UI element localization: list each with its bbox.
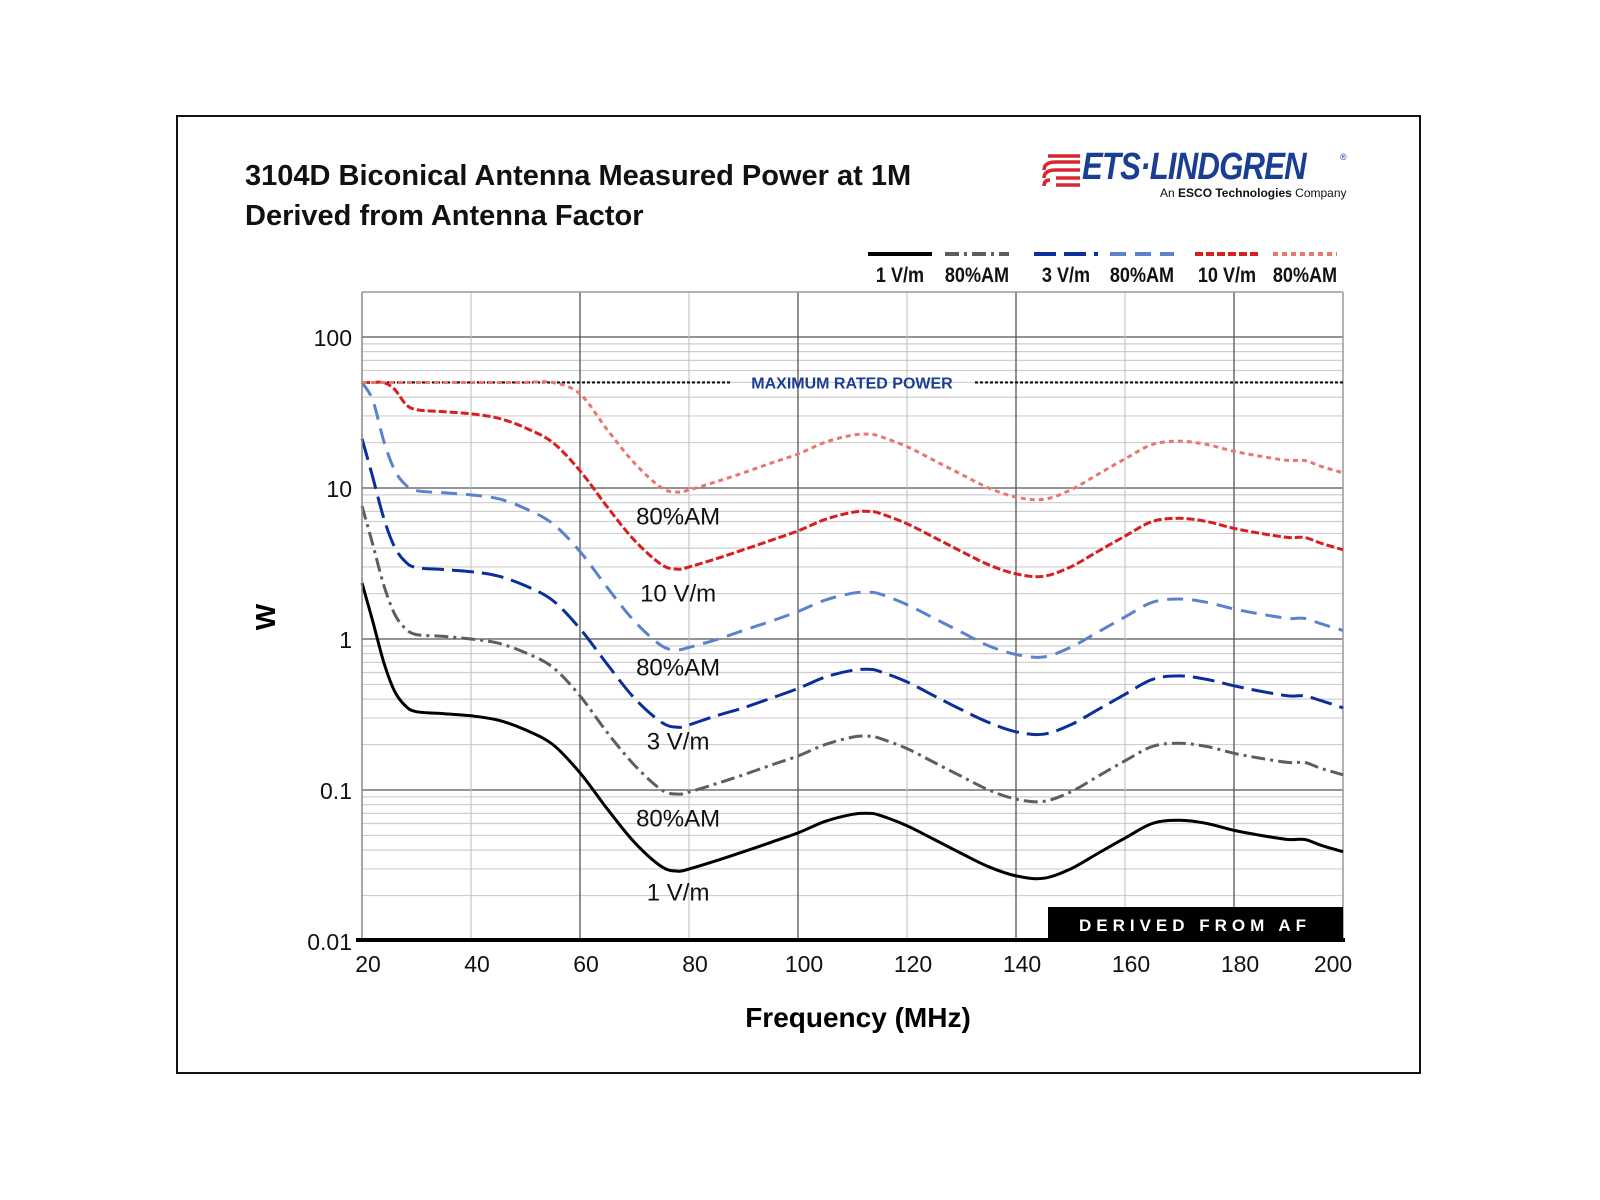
x-axis-label: Frequency (MHz)	[745, 1002, 971, 1033]
legend-label: 80%AM	[1273, 264, 1337, 288]
registered-mark: ®	[1340, 152, 1347, 162]
chart-subtitle: Derived from Antenna Factor	[245, 200, 644, 232]
curve-label: 80%AM	[636, 805, 720, 832]
x-tick-label: 100	[785, 951, 823, 977]
legend: 1 V/m 80%AM 3 V/m 80%AM 10 V/m 80%AM	[868, 252, 1337, 288]
derived-from-af-badge: DERIVED FROM AF	[1048, 907, 1343, 941]
legend-label: 3 V/m	[1042, 264, 1090, 288]
x-tick-label: 120	[894, 951, 932, 977]
x-tick-label: 20	[355, 951, 381, 977]
tagline-prefix: An	[1160, 186, 1179, 200]
series-line-3-v-m-80-am	[360, 381, 1344, 659]
curve-label: 3 V/m	[647, 728, 710, 755]
legend-label: 10 V/m	[1198, 264, 1256, 288]
curve-label: 80%AM	[636, 503, 720, 530]
y-tick-label: 10	[326, 476, 352, 502]
curve-label: 1 V/m	[647, 879, 710, 906]
curve-labels: 80%AM 10 V/m 80%AM 3 V/m 80%AM 1 V/m	[636, 503, 720, 906]
x-tick-label: 180	[1221, 951, 1259, 977]
series-group	[360, 380, 1344, 881]
y-tick-label: 100	[314, 325, 352, 351]
x-tick-label: 60	[573, 951, 599, 977]
axes: 0.01 0.1 1 10 100 20 40 60 80 100 120 140 160 180 200	[307, 292, 1352, 977]
series-line-3-v-m	[360, 438, 1344, 737]
logo-wordmark: ETS·LINDGREN	[1082, 146, 1307, 188]
x-tick-label: 80	[682, 951, 708, 977]
badge-label: DERIVED FROM AF	[1079, 916, 1311, 935]
series-line-10-v-m	[361, 380, 1344, 579]
x-tick-label: 140	[1003, 951, 1041, 977]
logo-tagline: An ESCO Technologies Company	[1160, 186, 1347, 200]
series-line-1-v-m	[360, 582, 1344, 881]
x-tick-label: 200	[1314, 951, 1352, 977]
y-tick-label: 0.01	[307, 929, 352, 955]
chart-title: 3104D Biconical Antenna Measured Power a…	[245, 160, 912, 192]
x-tick-label: 40	[464, 951, 490, 977]
series-line-10-v-m-80-am	[361, 380, 1344, 502]
legend-label: 1 V/m	[876, 264, 924, 288]
curve-label: 80%AM	[636, 654, 720, 681]
grid	[361, 291, 1344, 940]
ets-lindgren-logo: ETS·LINDGREN ® An ESCO Technologies Comp…	[1040, 146, 1360, 210]
tagline-suffix: Company	[1291, 186, 1347, 200]
tagline-bold: ESCO Technologies	[1178, 186, 1292, 200]
series-line-1-v-m-80-am	[360, 505, 1344, 804]
y-tick-label: 0.1	[320, 778, 352, 804]
legend-label: 80%AM	[1110, 264, 1174, 288]
max-power-label: MAXIMUM RATED POWER	[751, 375, 953, 392]
max-rated-power-line: MAXIMUM RATED POWER	[362, 375, 1343, 392]
legend-label: 80%AM	[945, 264, 1009, 288]
y-tick-label: 1	[339, 627, 352, 653]
chart-frame	[176, 115, 1421, 1074]
y-axis-label: W	[250, 603, 281, 630]
signal-waves-icon	[1042, 154, 1080, 187]
curve-label: 10 V/m	[640, 581, 716, 608]
x-tick-label: 160	[1112, 951, 1150, 977]
badge-background	[1048, 907, 1343, 941]
